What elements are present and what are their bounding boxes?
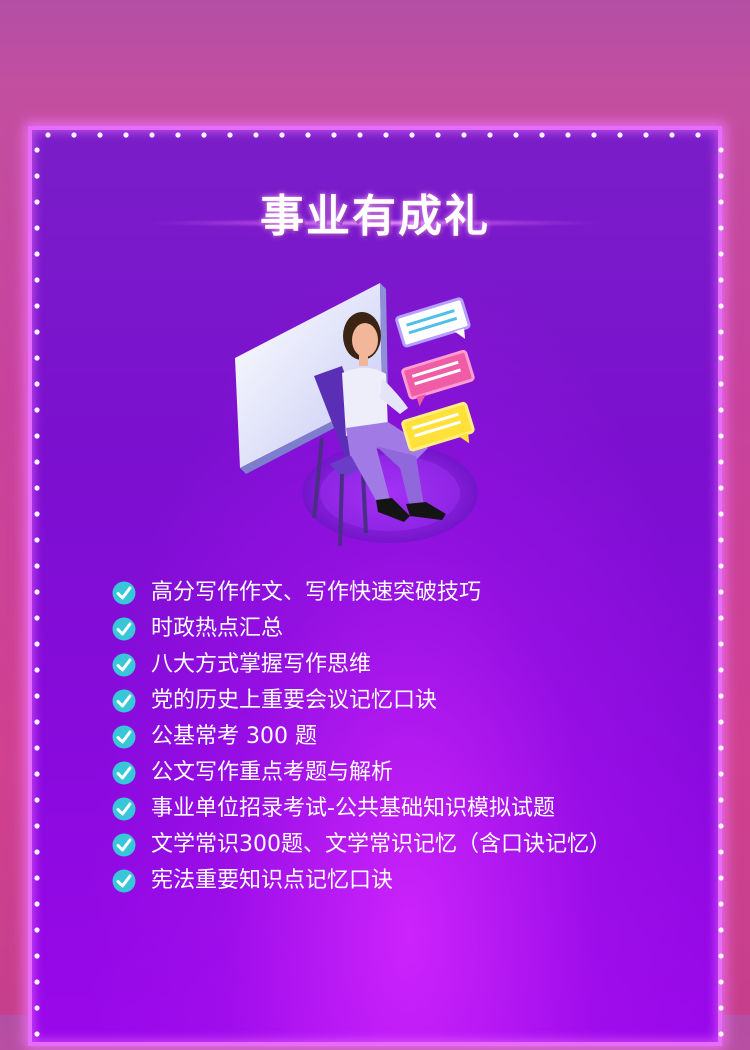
list-item: 八大方式掌握写作思维: [112, 647, 692, 683]
checkmark-icon: [112, 797, 136, 821]
list-item-label: 文学常识300题、文学常识记忆（含口诀记忆）: [151, 832, 611, 857]
list-item: 宪法重要知识点记忆口诀: [112, 863, 692, 899]
checkmark-icon: [112, 653, 136, 677]
list-item: 文学常识300题、文学常识记忆（含口诀记忆）: [112, 827, 692, 863]
list-item-label: 公文写作重点考题与解析: [151, 760, 394, 785]
checkmark-icon: [112, 581, 136, 605]
list-item-label: 公基常考 300 题: [151, 724, 317, 749]
checkmark-icon: [112, 869, 136, 893]
list-item: 时政热点汇总: [112, 611, 692, 647]
title-glow-line: [148, 219, 602, 227]
woman-at-screen-illustration: [235, 283, 478, 547]
list-item: 公基常考 300 题: [112, 719, 692, 755]
list-item-label: 八大方式掌握写作思维: [151, 652, 372, 677]
list-item: 事业单位招录考试-公共基础知识模拟试题: [112, 791, 692, 827]
list-item: 高分写作作文、写作快速突破技巧: [112, 575, 692, 611]
benefit-list: 高分写作作文、写作快速突破技巧 时政热点汇总 八大方式掌握写作思维 党的历史上重…: [112, 575, 692, 899]
page-title: 事业有成礼: [260, 191, 490, 242]
list-item: 公文写作重点考题与解析: [112, 755, 692, 791]
checkmark-icon: [112, 833, 136, 857]
checkmark-icon: [112, 725, 136, 749]
checkmark-icon: [112, 617, 136, 641]
list-item-label: 宪法重要知识点记忆口诀: [151, 868, 394, 893]
list-item: 党的历史上重要会议记忆口诀: [112, 683, 692, 719]
list-item-label: 党的历史上重要会议记忆口诀: [151, 688, 438, 713]
list-item-label: 高分写作作文、写作快速突破技巧: [151, 580, 482, 605]
title-block: 事业有成礼: [28, 186, 722, 256]
checkmark-icon: [112, 689, 136, 713]
checkmark-icon: [112, 761, 136, 785]
list-item-label: 事业单位招录考试-公共基础知识模拟试题: [151, 796, 555, 821]
list-item-label: 时政热点汇总: [151, 616, 284, 641]
